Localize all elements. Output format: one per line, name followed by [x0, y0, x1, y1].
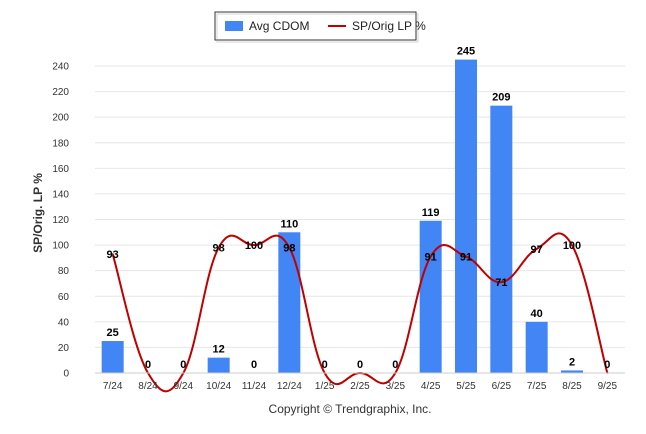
x-tick-label: 4/25: [421, 381, 441, 392]
copyright-text: Copyright © Trendgraphix, Inc.: [269, 402, 432, 416]
y-tick-label: 160: [52, 164, 69, 175]
bar-value-label: 119: [422, 207, 440, 219]
x-tick-label: 9/25: [598, 381, 618, 392]
line-point: [288, 246, 291, 249]
line-point: [500, 281, 503, 283]
bar-value-label: 0: [604, 359, 610, 371]
y-tick-label: 240: [52, 62, 69, 73]
bar-value-label: 0: [180, 359, 186, 371]
bar: [455, 59, 477, 374]
bar-value-label: 0: [357, 359, 363, 371]
y-tick-label: 200: [52, 113, 69, 124]
bar-value-label: 209: [492, 92, 510, 104]
y-tick-label: 120: [52, 215, 69, 226]
line-path: [111, 232, 609, 393]
bar: [101, 341, 124, 373]
line-point: [111, 253, 114, 255]
x-tick-label: 7/24: [103, 381, 123, 392]
y-tick-label: 40: [58, 317, 70, 328]
line-value-label: 100: [563, 240, 581, 252]
x-tick-label: 5/25: [456, 381, 476, 392]
bar-value-label: 245: [457, 46, 475, 58]
legend: Avg CDOM SP/Orig LP %: [214, 11, 426, 43]
x-tick-label: 10/24: [206, 381, 231, 392]
bar-value-label: 25: [107, 327, 119, 339]
line-value-label: 71: [495, 277, 507, 289]
y-tick-label: 60: [58, 292, 70, 303]
line-point: [253, 244, 255, 246]
bar: [419, 220, 442, 373]
y-tick-label: 20: [58, 343, 70, 354]
x-tick-label: 3/25: [386, 381, 406, 392]
y-tick-label: 220: [52, 87, 69, 98]
bar-value-label: 2: [569, 356, 575, 368]
x-tick-label: 12/24: [277, 381, 302, 392]
bar-value-label: 12: [213, 344, 225, 356]
line-value-label: 93: [107, 249, 119, 261]
line-point: [217, 246, 220, 249]
bar: [207, 357, 230, 373]
line-value-label: 100: [245, 240, 263, 252]
bar: [561, 370, 583, 373]
y-axis-label: SP/Orig. LP %: [31, 173, 45, 253]
x-tick-label: 7/25: [527, 381, 547, 392]
x-tick-label: 2/25: [350, 381, 370, 392]
line-point: [465, 255, 467, 258]
bar: [525, 321, 548, 373]
line-value-label: 91: [425, 252, 437, 264]
bar-value-label: 0: [322, 359, 328, 371]
bar-value-label: 40: [531, 308, 543, 320]
grid: [95, 65, 625, 374]
line-value-label: 98: [283, 243, 295, 255]
x-tick-label: 8/25: [562, 381, 582, 392]
y-tick-label: 180: [52, 138, 69, 149]
legend-swatch-bar: [225, 21, 243, 31]
bar: [278, 232, 301, 373]
bar-value-label: 110: [280, 218, 298, 230]
x-tick-label: 11/24: [242, 381, 267, 392]
line-value-label: 91: [460, 252, 472, 264]
line-value-label: 98: [213, 243, 225, 255]
legend-label-sp-orig-lp: SP/Orig LP %: [352, 19, 426, 33]
line-point: [429, 255, 432, 258]
bars: [101, 59, 583, 374]
bar-value-label: 0: [251, 359, 257, 371]
y-tick-label: 80: [58, 266, 70, 277]
bar: [490, 105, 513, 373]
legend-label-avg-cdom: Avg CDOM: [249, 19, 309, 33]
data-labels: 25 0 0 12 0 110 0 0 0 119 245 209 40 2 0 93 98 100 98 91 91 7…: [107, 46, 611, 371]
y-tick-label: 100: [52, 241, 69, 252]
x-tick-label: 6/25: [492, 381, 512, 392]
bar-value-label: 0: [145, 359, 151, 371]
line-value-label: 97: [531, 244, 543, 256]
legend-shadow: [216, 13, 419, 43]
legend-box: [214, 11, 417, 41]
x-tick-label: 9/24: [174, 381, 194, 392]
y-tick-label: 0: [63, 369, 69, 380]
line-point: [571, 244, 573, 246]
y-tick-label: 140: [52, 189, 69, 200]
x-tick-label: 1/25: [315, 381, 335, 392]
line-point: [535, 248, 538, 250]
bar-value-label: 0: [392, 359, 398, 371]
x-tick-label: 8/24: [138, 381, 158, 392]
